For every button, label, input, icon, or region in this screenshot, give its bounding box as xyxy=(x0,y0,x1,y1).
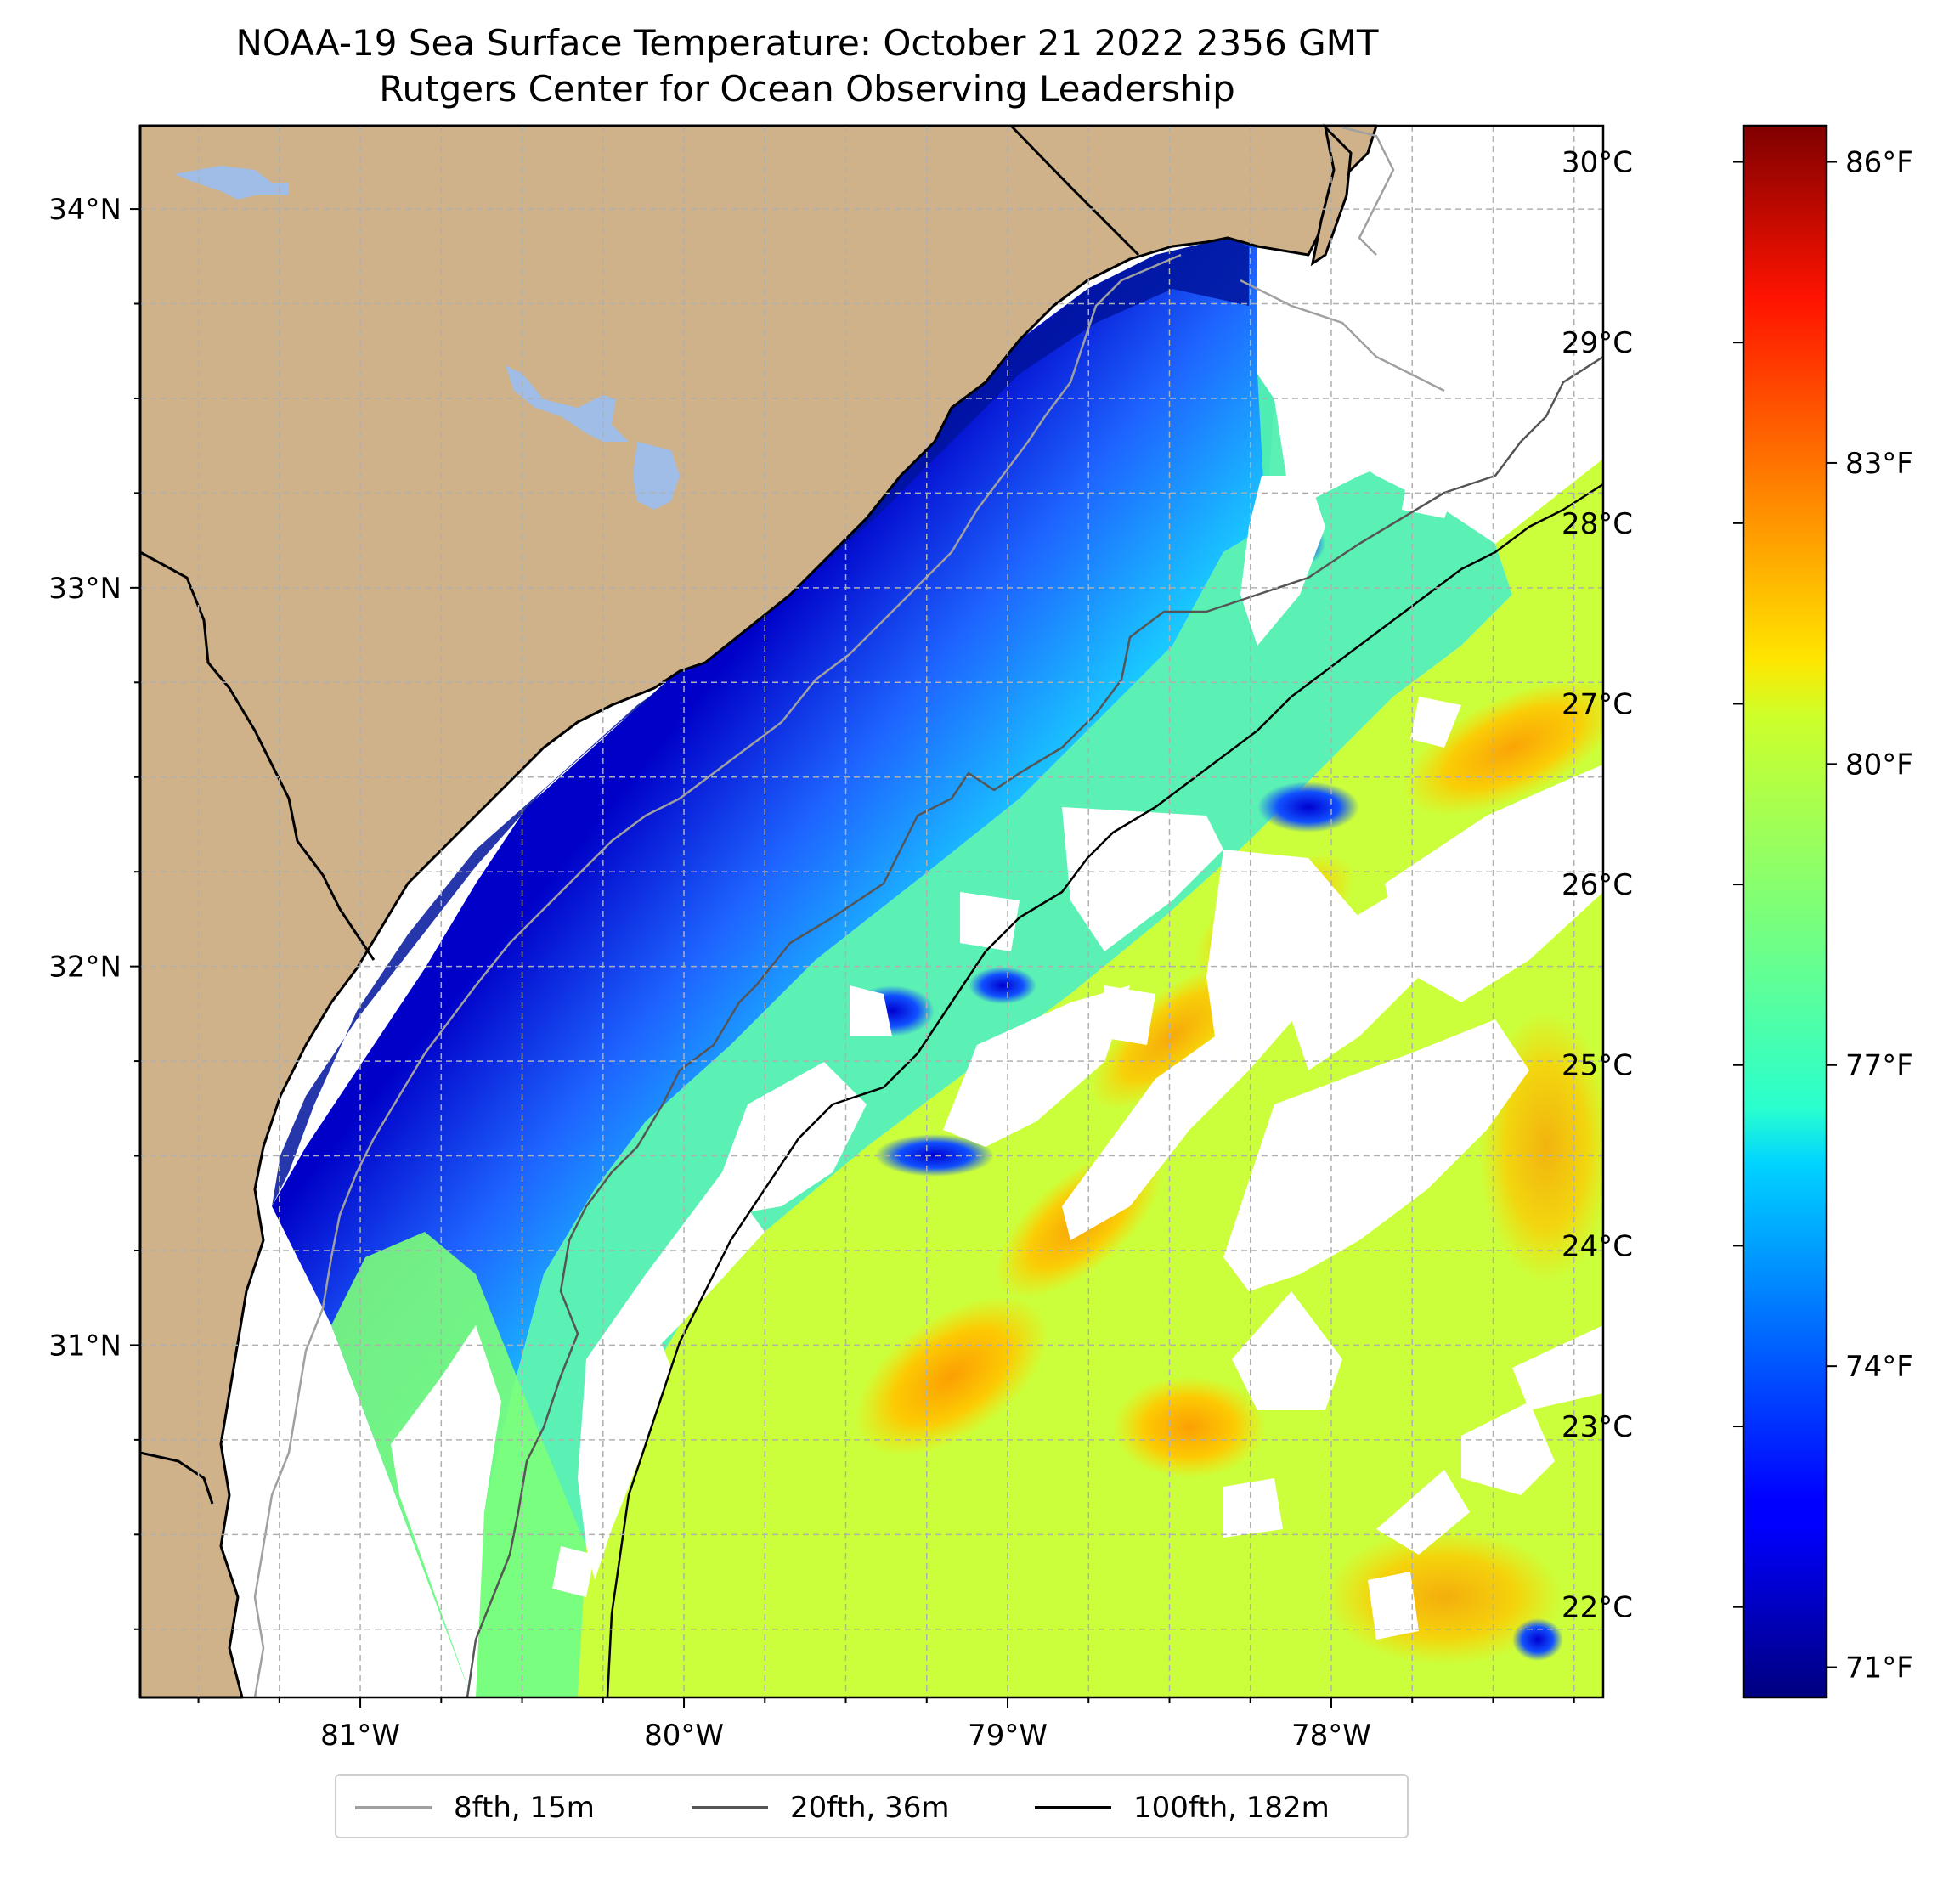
colorbar xyxy=(1742,124,1828,1699)
celsius-tick-label: 22°C xyxy=(1562,1591,1633,1625)
lat-tick-label: 33°N xyxy=(48,572,121,606)
chart-title: NOAA-19 Sea Surface Temperature: October… xyxy=(235,22,1379,64)
lon-tick-label: 80°W xyxy=(644,1719,724,1753)
celsius-tick-label: 30°C xyxy=(1562,146,1633,180)
map-frame xyxy=(138,124,1605,1699)
latitude-axis: 34°N 33°N 32°N 31°N xyxy=(48,193,140,1630)
gridlines xyxy=(140,126,1603,1697)
celsius-tick-label: 28°C xyxy=(1562,507,1633,541)
land-area xyxy=(138,124,1378,1699)
state-borders xyxy=(139,124,1140,1505)
fahrenheit-tick-label: 80°F xyxy=(1845,748,1913,782)
no-data-areas xyxy=(391,238,1603,1697)
legend-label: 8fth, 15m xyxy=(454,1791,595,1825)
legend-item-20fth: 20fth, 36m xyxy=(692,1776,950,1840)
colorbar-celsius-axis: 30°C 29°C 28°C 27°C 26°C 25°C 24°C 23°C 22°C xyxy=(1562,146,1743,1625)
legend-line xyxy=(355,1806,432,1809)
longitude-axis: 81°W 80°W 79°W 78°W xyxy=(197,1697,1575,1753)
isobath-legend: 8fth, 15m 20fth, 36m 100fth, 182m xyxy=(335,1774,1409,1838)
cool-patch xyxy=(969,967,1036,1004)
celsius-tick-label: 25°C xyxy=(1562,1049,1633,1083)
legend-line xyxy=(692,1806,768,1809)
isobaths xyxy=(253,126,1603,1697)
legend-item-100fth: 100fth, 182m xyxy=(1035,1776,1330,1840)
isobath-15m xyxy=(1240,126,1445,392)
isobath-36m xyxy=(466,355,1603,1697)
cool-patch xyxy=(1257,782,1359,833)
warm-patch xyxy=(855,1296,1048,1457)
cool-patch xyxy=(1512,1618,1563,1661)
fahrenheit-tick-label: 77°F xyxy=(1845,1049,1913,1083)
legend-line xyxy=(1035,1806,1111,1809)
lon-tick-label: 81°W xyxy=(320,1719,400,1753)
legend-item-8fth: 8fth, 15m xyxy=(355,1776,595,1840)
legend-label: 100fth, 182m xyxy=(1133,1791,1330,1825)
lat-tick-label: 32°N xyxy=(48,951,121,985)
fahrenheit-tick-label: 86°F xyxy=(1845,146,1913,180)
isobath-15m xyxy=(253,253,1182,1697)
legend-label: 20fth, 36m xyxy=(790,1791,950,1825)
colorbar-fahrenheit-axis: 86°F 83°F 80°F 77°F 74°F 71°F xyxy=(1827,146,1913,1685)
outer-shelf-water xyxy=(578,459,1603,1697)
celsius-tick-label: 26°C xyxy=(1562,868,1633,902)
celsius-tick-label: 24°C xyxy=(1562,1229,1633,1263)
celsius-tick-label: 23°C xyxy=(1562,1410,1633,1444)
celsius-tick-label: 27°C xyxy=(1562,687,1633,721)
fahrenheit-tick-label: 83°F xyxy=(1845,447,1913,481)
lat-tick-label: 34°N xyxy=(48,193,121,227)
warm-patch xyxy=(1402,679,1603,816)
cool-patch xyxy=(875,1134,994,1177)
midshelf-water xyxy=(476,374,1512,1697)
chart-subtitle: Rutgers Center for Ocean Observing Leade… xyxy=(379,68,1235,110)
celsius-tick-label: 29°C xyxy=(1562,326,1633,360)
lon-tick-label: 78°W xyxy=(1291,1719,1371,1753)
fahrenheit-tick-label: 74°F xyxy=(1845,1350,1913,1384)
warm-patch xyxy=(1113,1376,1266,1478)
fahrenheit-tick-label: 71°F xyxy=(1845,1651,1913,1685)
lon-tick-label: 79°W xyxy=(968,1719,1048,1753)
isobath-182m xyxy=(606,483,1603,1697)
lat-tick-label: 31°N xyxy=(48,1329,121,1363)
